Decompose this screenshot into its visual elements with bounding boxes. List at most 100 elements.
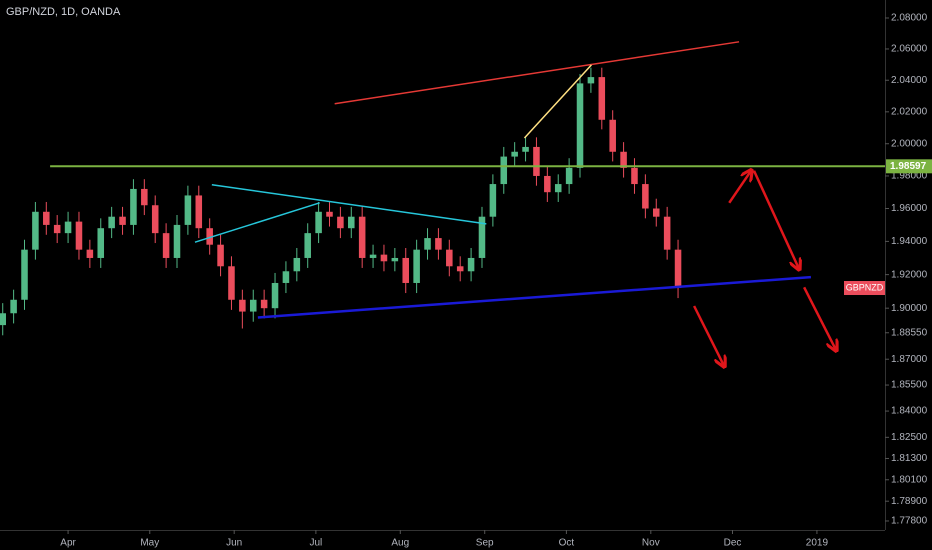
candle-body [337, 216, 344, 229]
candle-body [260, 299, 268, 309]
symbol-tag-box [844, 281, 885, 296]
candle-body [413, 249, 420, 283]
y-tick-label: 1.81300 [891, 453, 928, 464]
candle-body [184, 195, 192, 225]
plot-area [0, 41, 885, 366]
y-tick-label: 1.77800 [891, 516, 928, 527]
candle-body [544, 175, 551, 193]
x-tick-label: Oct [559, 538, 575, 549]
trend-line [211, 183, 487, 225]
candle-body [652, 208, 660, 217]
candle-body [489, 184, 497, 217]
candle-body [239, 299, 246, 312]
symbol-tag: GBPNZD [846, 282, 884, 292]
candle-body [424, 238, 431, 250]
candle-body [130, 188, 137, 225]
candle-body [620, 151, 627, 168]
candle-body [21, 249, 28, 300]
trend-line [334, 41, 740, 105]
candle-body [43, 211, 50, 225]
candle-body [576, 83, 584, 168]
candle-body [249, 299, 257, 312]
y-tick-label: 1.92000 [891, 269, 928, 280]
candle-body [511, 151, 518, 157]
x-tick-label: 2019 [806, 538, 829, 549]
candle-body [609, 119, 616, 152]
x-tick-label: Jun [226, 538, 242, 549]
candle-body [151, 205, 159, 234]
y-tick-label: 1.90000 [891, 303, 928, 314]
y-tick-label: 2.04000 [891, 75, 928, 86]
candle-body [228, 266, 235, 300]
y-tick-label: 1.98000 [891, 171, 928, 182]
candle-body [32, 211, 39, 250]
candle-body [478, 216, 486, 258]
candle-body [173, 224, 181, 258]
y-tick-label: 2.08000 [891, 13, 928, 24]
trend-line [523, 64, 593, 139]
candle-body [271, 282, 279, 309]
level-price-label: 1.98597 [890, 161, 927, 172]
y-tick-label: 2.00000 [891, 138, 928, 149]
y-tick-label: 1.80100 [891, 474, 928, 485]
candle-body [195, 195, 203, 229]
candle-body [162, 233, 170, 258]
candle-body [369, 254, 377, 258]
candle-body [391, 257, 399, 262]
candle-body [642, 184, 649, 209]
candle-body [293, 257, 301, 272]
y-tick-label: 1.84000 [891, 406, 928, 417]
projection-arrow [692, 305, 724, 366]
x-tick-label: May [140, 538, 159, 549]
candle-body [500, 156, 508, 185]
candle-body [598, 77, 606, 120]
x-tick-label: Aug [391, 538, 409, 549]
candle-body [97, 228, 105, 258]
candle-body [358, 216, 366, 258]
level-price-tag [886, 159, 932, 174]
y-tick-label: 2.02000 [891, 106, 928, 117]
y-tick-label: 1.82500 [891, 432, 928, 443]
candle-body [141, 188, 148, 206]
candle-body [315, 211, 322, 234]
candle-body [119, 216, 126, 225]
projection-arrow [803, 286, 836, 350]
candle-body [456, 266, 464, 272]
y-tick-label: 1.85500 [891, 380, 928, 391]
candle-body [663, 216, 671, 250]
candle-body [554, 184, 562, 193]
candle-body [108, 216, 115, 229]
projection-arrow [752, 170, 799, 269]
x-tick-label: Nov [642, 538, 660, 549]
candle-body [467, 257, 475, 272]
x-tick-label: Apr [60, 538, 76, 549]
candle-body [217, 244, 224, 267]
x-tick-label: Sep [476, 538, 494, 549]
candle-body [565, 167, 573, 185]
x-tick-label: Jul [309, 538, 322, 549]
candle-body [402, 257, 410, 283]
y-tick-label: 1.94000 [891, 236, 928, 247]
trend-line [257, 275, 812, 319]
y-tick-label: 1.78900 [891, 496, 928, 507]
candle-body [631, 167, 638, 185]
trend-line [194, 202, 320, 243]
candle-body [10, 299, 17, 314]
candle-body [348, 216, 355, 229]
y-tick-label: 1.88550 [891, 327, 928, 338]
x-tick-label: Dec [724, 538, 742, 549]
candle-body [522, 146, 529, 152]
candle-body [206, 228, 213, 245]
candle-body [435, 238, 442, 250]
candle-body [86, 249, 94, 258]
y-tick-label: 2.06000 [891, 44, 928, 55]
candle-body [533, 146, 540, 176]
candle-body [0, 313, 6, 326]
candle-body [674, 249, 682, 289]
projection-arrow [728, 171, 751, 204]
candle-body [64, 221, 72, 234]
axes: 2.08000 2.06000 2.04000 2.02000 2.00000 1.980… [60, 13, 932, 549]
candle-body [53, 224, 61, 234]
